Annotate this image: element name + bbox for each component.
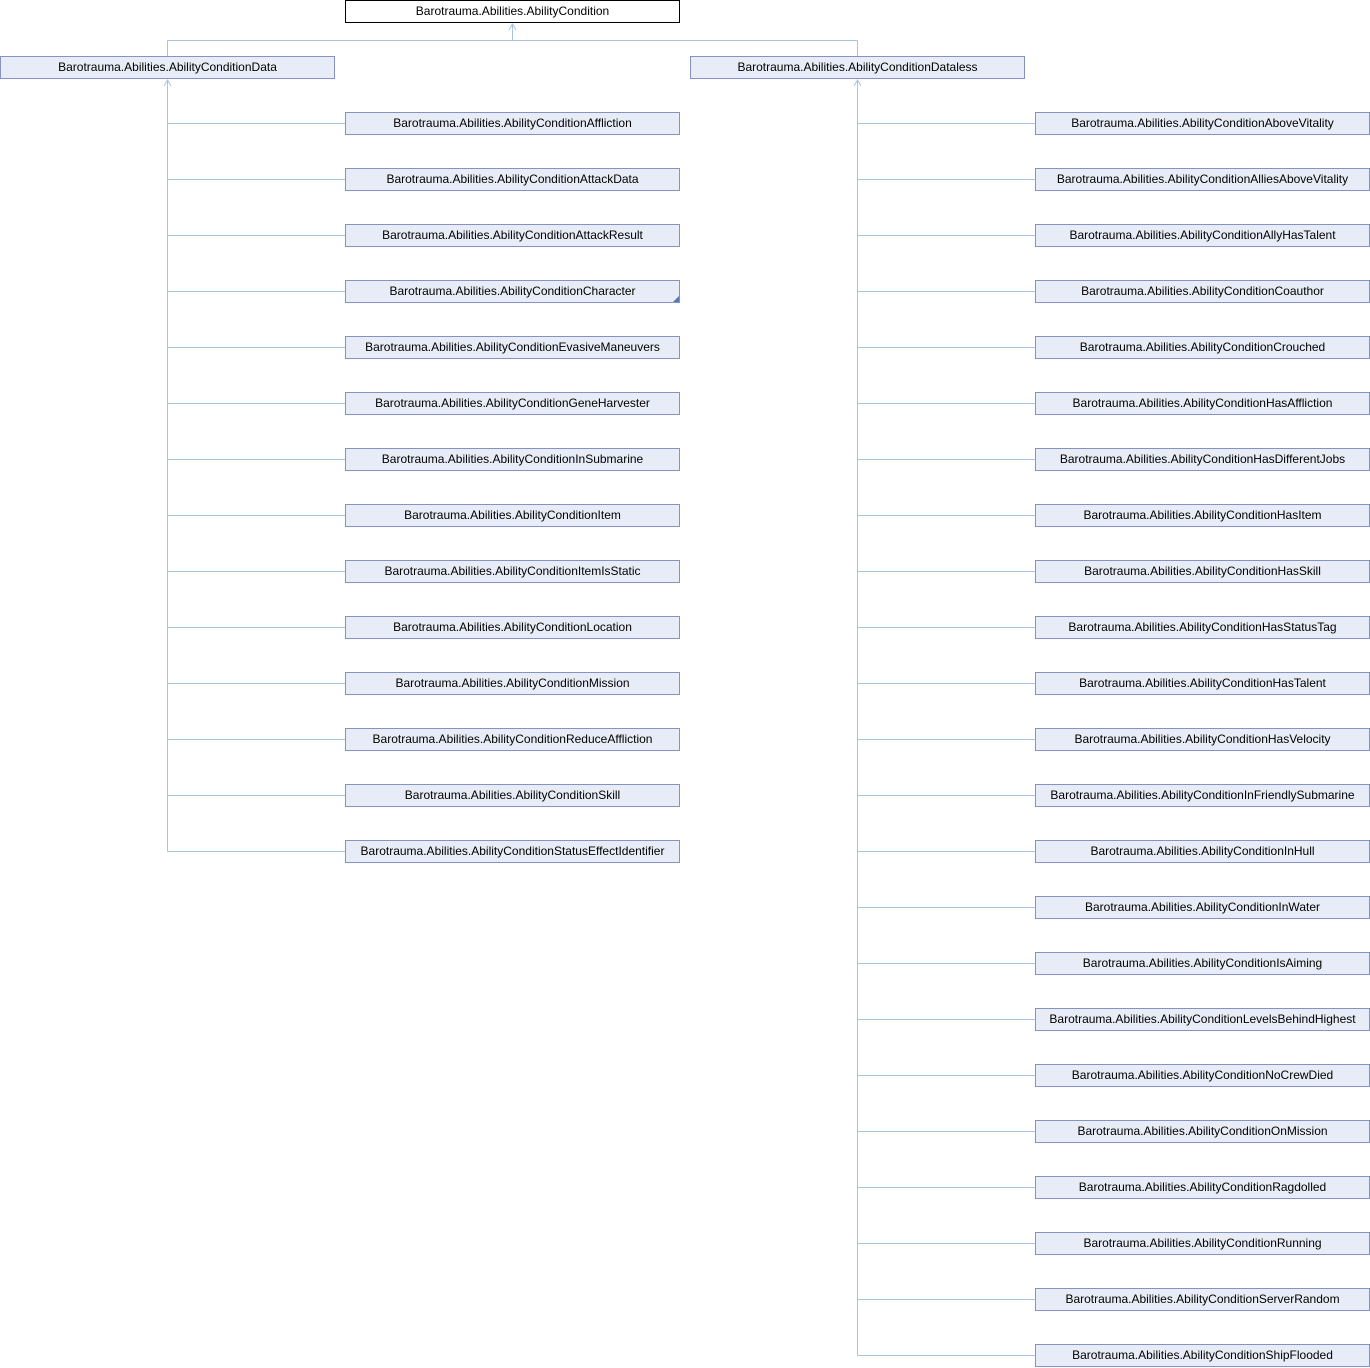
dataless-subclass-node[interactable]: Barotrauma.Abilities.AbilityConditionOnM… [1035, 1120, 1370, 1143]
dataless-subclass-node[interactable]: Barotrauma.Abilities.AbilityConditionAbo… [1035, 112, 1370, 135]
data-subclass-node[interactable]: Barotrauma.Abilities.AbilityConditionMis… [345, 672, 680, 695]
dataless-subclass-node[interactable]: Barotrauma.Abilities.AbilityConditionAll… [1035, 224, 1370, 247]
data-subclass-node[interactable]: Barotrauma.Abilities.AbilityConditionAff… [345, 112, 680, 135]
dataless-subclass-node[interactable]: Barotrauma.Abilities.AbilityConditionNoC… [1035, 1064, 1370, 1087]
dataless-subclass-node[interactable]: Barotrauma.Abilities.AbilityConditionShi… [1035, 1344, 1370, 1367]
data-arrowhead-icon [163, 79, 172, 87]
data-subclass-node[interactable]: Barotrauma.Abilities.AbilityConditionSki… [345, 784, 680, 807]
dataless-subclass-node[interactable]: Barotrauma.Abilities.AbilityConditionRag… [1035, 1176, 1370, 1199]
dataless-subclass-node[interactable]: Barotrauma.Abilities.AbilityConditionInH… [1035, 840, 1370, 863]
dataless-subclass-node[interactable]: Barotrauma.Abilities.AbilityConditionCro… [1035, 336, 1370, 359]
dataless-subclass-node[interactable]: Barotrauma.Abilities.AbilityConditionIsA… [1035, 952, 1370, 975]
dataless-subclass-node[interactable]: Barotrauma.Abilities.AbilityConditionHas… [1035, 728, 1370, 751]
data-subclass-node[interactable]: Barotrauma.Abilities.AbilityConditionAtt… [345, 224, 680, 247]
dataless-arrowhead-icon [853, 79, 862, 87]
dataless-subclass-node[interactable]: Barotrauma.Abilities.AbilityConditionAll… [1035, 168, 1370, 191]
data-subclass-node[interactable]: Barotrauma.Abilities.AbilityConditionRed… [345, 728, 680, 751]
data-subclass-node[interactable]: Barotrauma.Abilities.AbilityConditionAtt… [345, 168, 680, 191]
dataless-parent-node[interactable]: Barotrauma.Abilities.AbilityConditionDat… [690, 56, 1025, 79]
dataless-subclass-node[interactable]: Barotrauma.Abilities.AbilityConditionRun… [1035, 1232, 1370, 1255]
dataless-subclass-node[interactable]: Barotrauma.Abilities.AbilityConditionHas… [1035, 448, 1370, 471]
data-subclass-node[interactable]: Barotrauma.Abilities.AbilityConditionIte… [345, 504, 680, 527]
data-parent-node[interactable]: Barotrauma.Abilities.AbilityConditionDat… [0, 56, 335, 79]
dataless-subclass-node[interactable]: Barotrauma.Abilities.AbilityConditionSer… [1035, 1288, 1370, 1311]
dataless-subclass-node[interactable]: Barotrauma.Abilities.AbilityConditionHas… [1035, 672, 1370, 695]
dataless-subclass-node[interactable]: Barotrauma.Abilities.AbilityConditionHas… [1035, 616, 1370, 639]
subclass-indicator-icon [673, 296, 679, 302]
data-subclass-node[interactable]: Barotrauma.Abilities.AbilityConditionIte… [345, 560, 680, 583]
dataless-subclass-node[interactable]: Barotrauma.Abilities.AbilityConditionInF… [1035, 784, 1370, 807]
data-subclass-node[interactable]: Barotrauma.Abilities.AbilityConditionInS… [345, 448, 680, 471]
data-subclass-node[interactable]: Barotrauma.Abilities.AbilityConditionGen… [345, 392, 680, 415]
data-subclass-node[interactable]: Barotrauma.Abilities.AbilityConditionLoc… [345, 616, 680, 639]
root-arrowhead-icon [508, 23, 517, 31]
dataless-subclass-node[interactable]: Barotrauma.Abilities.AbilityConditionCoa… [1035, 280, 1370, 303]
data-subclass-node[interactable]: Barotrauma.Abilities.AbilityConditionSta… [345, 840, 680, 863]
dataless-subclass-node[interactable]: Barotrauma.Abilities.AbilityConditionLev… [1035, 1008, 1370, 1031]
root-class-node: Barotrauma.Abilities.AbilityCondition [345, 0, 680, 23]
dataless-subclass-node[interactable]: Barotrauma.Abilities.AbilityConditionHas… [1035, 504, 1370, 527]
dataless-subclass-node[interactable]: Barotrauma.Abilities.AbilityConditionInW… [1035, 896, 1370, 919]
dataless-subclass-node[interactable]: Barotrauma.Abilities.AbilityConditionHas… [1035, 560, 1370, 583]
data-subclass-node[interactable]: Barotrauma.Abilities.AbilityConditionCha… [345, 280, 680, 303]
dataless-subclass-node[interactable]: Barotrauma.Abilities.AbilityConditionHas… [1035, 392, 1370, 415]
data-subclass-node[interactable]: Barotrauma.Abilities.AbilityConditionEva… [345, 336, 680, 359]
